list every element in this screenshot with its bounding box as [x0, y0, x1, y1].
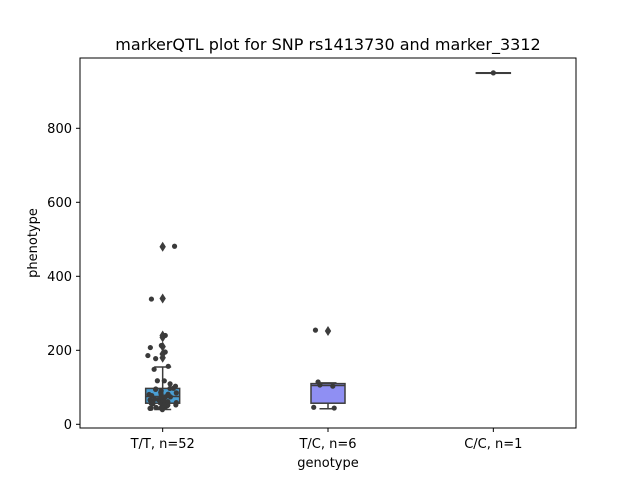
- plot-area: [144, 70, 512, 413]
- data-point: [311, 404, 317, 410]
- data-point: [153, 386, 159, 392]
- data-point: [152, 396, 158, 402]
- data-point: [154, 378, 160, 384]
- data-point: [165, 391, 171, 397]
- data-point: [315, 379, 321, 385]
- data-point: [165, 363, 171, 369]
- outlier-marker: [324, 326, 332, 337]
- data-point: [312, 327, 319, 333]
- y-tick-label: 0: [64, 418, 72, 433]
- data-point: [173, 399, 179, 406]
- data-point: [153, 356, 159, 362]
- outlier-marker: [159, 241, 166, 252]
- x-axis-label: genotype: [297, 456, 358, 471]
- box-group: [310, 326, 346, 411]
- data-point: [490, 70, 496, 76]
- y-tick-label: 800: [47, 122, 72, 137]
- outlier-marker: [159, 293, 166, 304]
- data-point: [161, 402, 168, 408]
- data-point: [162, 349, 168, 355]
- outlier-marker: [159, 330, 166, 341]
- data-point: [146, 391, 152, 398]
- y-tick-label: 200: [47, 344, 72, 359]
- plot-frame: [79, 57, 577, 429]
- data-point: [147, 405, 153, 412]
- x-tick-label: T/C, n=6: [298, 437, 356, 452]
- x-tick-label: C/C, n=1: [464, 437, 522, 452]
- data-point: [162, 332, 168, 339]
- x-tick-label: T/T, n=52: [130, 437, 195, 452]
- data-point: [147, 344, 153, 351]
- y-tick-label: 600: [47, 196, 72, 211]
- data-point: [331, 405, 337, 411]
- data-point: [173, 390, 179, 396]
- data-point: [147, 397, 153, 403]
- box-group: [144, 241, 181, 413]
- data-point: [172, 383, 179, 389]
- chart-title: markerQTL plot for SNP rs1413730 and mar…: [115, 35, 540, 55]
- box-group: [475, 70, 512, 76]
- data-point: [151, 366, 157, 372]
- y-tick-label: 400: [47, 270, 72, 285]
- box: [310, 382, 346, 404]
- data-point: [330, 383, 336, 389]
- axes: 0 200 400 600 800 T/T, n=52 T/C, n=6 C/C, n=1: [47, 122, 522, 452]
- data-point: [153, 404, 159, 411]
- y-axis-label: phenotype: [26, 208, 41, 278]
- data-point: [148, 296, 155, 302]
- data-point: [158, 388, 164, 394]
- data-point: [145, 352, 151, 359]
- data-point: [167, 381, 173, 387]
- data-point: [161, 378, 167, 384]
- data-point: [158, 342, 164, 349]
- data-point: [171, 243, 178, 249]
